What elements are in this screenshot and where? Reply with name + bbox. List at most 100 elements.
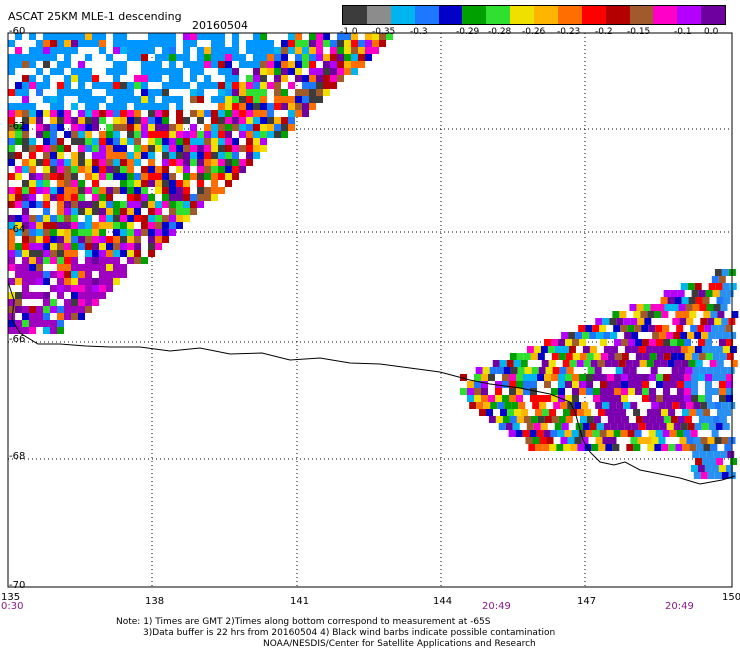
data-cell	[134, 208, 141, 215]
data-cell	[120, 61, 127, 68]
data-cell	[649, 395, 656, 402]
data-cell	[183, 54, 190, 61]
data-cell	[260, 110, 267, 117]
data-cell	[660, 360, 668, 367]
data-cell	[323, 40, 330, 47]
data-cell	[499, 360, 507, 367]
data-cell	[183, 89, 190, 96]
data-cell	[113, 271, 120, 278]
data-cell	[176, 222, 183, 229]
data-cell	[624, 332, 632, 339]
data-cell	[99, 131, 106, 138]
data-cell	[190, 33, 197, 40]
data-cell	[134, 110, 141, 117]
data-cell	[162, 75, 169, 82]
data-cell	[638, 346, 646, 353]
data-cell	[528, 444, 536, 451]
data-cell	[120, 82, 127, 89]
data-cell	[120, 166, 127, 173]
data-cell	[78, 47, 85, 54]
data-cell	[715, 283, 723, 290]
data-cell	[85, 82, 92, 89]
data-cell	[78, 194, 85, 201]
data-cell	[155, 54, 162, 61]
data-cell	[714, 269, 722, 276]
data-cell	[239, 103, 246, 110]
data-cell	[712, 388, 719, 395]
data-cell	[113, 110, 120, 117]
data-cell	[29, 173, 36, 180]
data-cell	[253, 68, 260, 75]
data-cell	[43, 278, 50, 285]
data-cell	[197, 96, 204, 103]
data-cell	[713, 304, 721, 311]
data-cell	[29, 61, 36, 68]
data-cell	[600, 353, 608, 360]
data-cell	[176, 201, 183, 208]
data-cell	[253, 47, 260, 54]
data-cell	[190, 124, 197, 131]
data-cell	[141, 145, 148, 152]
data-cell	[71, 89, 78, 96]
data-cell	[609, 402, 617, 409]
data-cell	[281, 89, 288, 96]
data-cell	[676, 430, 684, 437]
data-cell	[99, 117, 106, 124]
data-cell	[596, 423, 604, 430]
data-cell	[183, 40, 190, 47]
data-cell	[302, 40, 309, 47]
data-cell	[530, 374, 537, 381]
data-cell	[232, 75, 239, 82]
data-cell	[239, 61, 246, 68]
data-cell	[57, 327, 64, 334]
data-cell	[274, 54, 281, 61]
data-cell	[15, 138, 22, 145]
data-cell	[197, 138, 204, 145]
data-cell	[599, 325, 607, 332]
data-cell	[649, 388, 656, 395]
data-cell	[533, 423, 541, 430]
data-cell	[628, 374, 635, 381]
data-cell	[127, 208, 134, 215]
data-cell	[607, 353, 615, 360]
data-cell	[636, 304, 644, 311]
data-cell	[587, 367, 595, 374]
data-cell	[120, 138, 127, 145]
data-cell	[43, 327, 50, 334]
data-cell	[695, 297, 703, 304]
data-cell	[358, 47, 365, 54]
data-cell	[29, 54, 36, 61]
data-cell	[646, 360, 654, 367]
data-cell	[85, 103, 92, 110]
data-cell	[64, 187, 71, 194]
data-cell	[652, 423, 660, 430]
data-cell	[253, 61, 260, 68]
data-cell	[155, 117, 162, 124]
data-cell	[57, 138, 64, 145]
data-cell	[29, 180, 36, 187]
data-cell	[99, 82, 106, 89]
data-cell	[106, 40, 113, 47]
data-cell	[36, 271, 43, 278]
data-cell	[134, 229, 141, 236]
data-cell	[50, 33, 57, 40]
data-cell	[705, 374, 712, 381]
legend-swatch	[414, 6, 439, 24]
data-cell	[712, 290, 720, 297]
data-cell	[99, 201, 106, 208]
data-cell	[365, 54, 372, 61]
data-cell	[197, 47, 204, 54]
data-cell	[15, 47, 22, 54]
data-cell	[589, 332, 597, 339]
lat-label: -62	[9, 121, 26, 132]
data-cell	[716, 360, 724, 367]
data-cell	[600, 374, 607, 381]
data-cell	[288, 68, 295, 75]
data-cell	[323, 75, 330, 82]
data-cell	[558, 374, 565, 381]
data-cell	[57, 173, 64, 180]
data-cell	[379, 33, 386, 40]
data-cell	[8, 320, 15, 327]
data-cell	[351, 40, 358, 47]
data-cell	[134, 68, 141, 75]
